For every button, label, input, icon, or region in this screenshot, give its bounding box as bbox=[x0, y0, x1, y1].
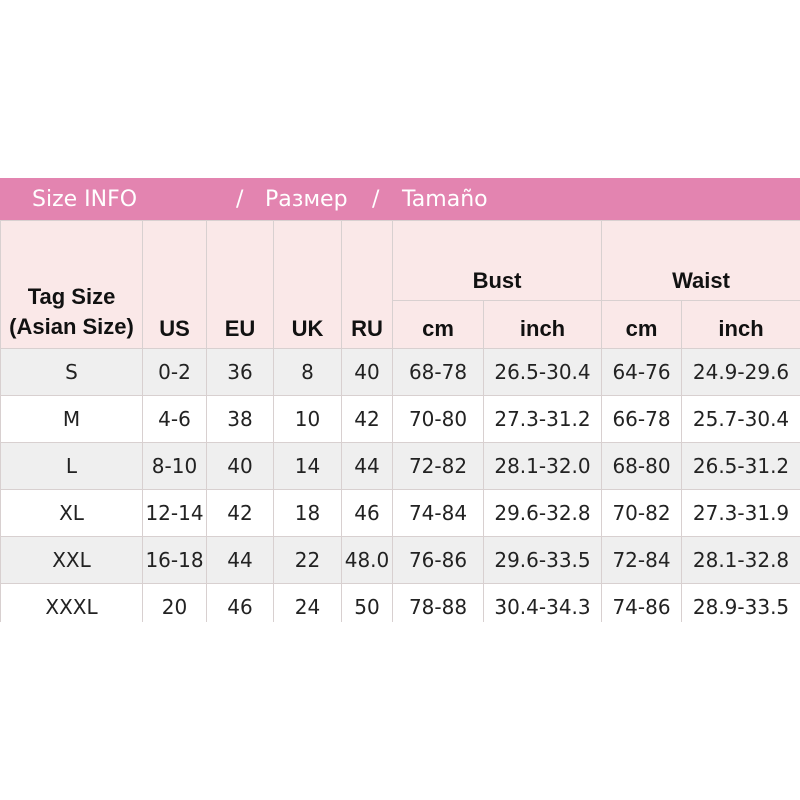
banner-title: Size INFO bbox=[32, 187, 138, 212]
cell-uk: 10 bbox=[273, 395, 342, 443]
table-row: XL 12-14 42 18 46 74-84 29.6-32.8 70-82 27.3-31.… bbox=[0, 489, 800, 537]
header-bust: Bust bbox=[391, 220, 603, 301]
cell-bust-cm: 70-80 bbox=[392, 395, 484, 443]
header-tag-size: Tag Size (Asian Size) bbox=[0, 220, 143, 349]
cell-waist-inch: 24.9-29.6 bbox=[681, 348, 800, 396]
cell-waist-cm: 68-80 bbox=[601, 442, 683, 490]
cell-eu: 40 bbox=[206, 442, 274, 490]
header-us: US bbox=[142, 220, 207, 349]
cell-eu: 42 bbox=[206, 489, 274, 537]
table-row: L 8-10 40 14 44 72-82 28.1-32.0 68-80 26.5-31.2 bbox=[0, 442, 800, 490]
cell-us: 8-10 bbox=[142, 442, 207, 490]
banner-title-spanish: Tamaño bbox=[402, 187, 488, 212]
title-banner: Size INFO / Размер / Tamaño bbox=[0, 178, 800, 220]
banner-separator: / bbox=[372, 187, 380, 212]
header-waist-cm: cm bbox=[601, 300, 683, 349]
cell-waist-cm: 72-84 bbox=[601, 536, 683, 584]
cell-us: 16-18 bbox=[142, 536, 207, 584]
cell-bust-inch: 29.6-32.8 bbox=[482, 489, 603, 537]
banner-separator: / bbox=[236, 187, 244, 212]
cell-ru: 42 bbox=[341, 395, 393, 443]
header-bust-inch: inch bbox=[482, 300, 603, 349]
size-table: Tag Size (Asian Size) US EU UK RU Bust W… bbox=[0, 220, 800, 631]
cell-bust-cm: 72-82 bbox=[392, 442, 484, 490]
header-waist: Waist bbox=[601, 220, 800, 301]
size-rows: S 0-2 36 8 40 68-78 26.5-30.4 64-76 24.9-29.6 M 4-… bbox=[0, 348, 800, 631]
cell-ru: 48.0 bbox=[341, 536, 393, 584]
header-eu: EU bbox=[206, 220, 274, 349]
header-uk: UK bbox=[273, 220, 342, 349]
cell-uk: 22 bbox=[273, 536, 342, 584]
cell-us: 4-6 bbox=[142, 395, 207, 443]
cell-eu: 38 bbox=[206, 395, 274, 443]
cell-waist-inch: 28.1-32.8 bbox=[681, 536, 800, 584]
cell-tag-size: XL bbox=[0, 489, 143, 537]
cell-waist-cm: 64-76 bbox=[601, 348, 683, 396]
cell-bust-inch: 29.6-33.5 bbox=[482, 536, 603, 584]
cell-waist-cm: 70-82 bbox=[601, 489, 683, 537]
cell-tag-size: L bbox=[0, 442, 143, 490]
cell-ru: 46 bbox=[341, 489, 393, 537]
cell-us: 12-14 bbox=[142, 489, 207, 537]
cell-us: 0-2 bbox=[142, 348, 207, 396]
cell-uk: 14 bbox=[273, 442, 342, 490]
cell-bust-inch: 28.1-32.0 bbox=[482, 442, 603, 490]
cell-waist-inch: 25.7-30.4 bbox=[681, 395, 800, 443]
cell-uk: 8 bbox=[273, 348, 342, 396]
cell-eu: 44 bbox=[206, 536, 274, 584]
cell-ru: 44 bbox=[341, 442, 393, 490]
banner-title-russian: Размер bbox=[265, 187, 348, 212]
table-row: XXL 16-18 44 22 48.0 76-86 29.6-33.5 72-84 28.1-… bbox=[0, 536, 800, 584]
cell-tag-size: M bbox=[0, 395, 143, 443]
cell-bust-cm: 76-86 bbox=[392, 536, 484, 584]
cell-bust-cm: 74-84 bbox=[392, 489, 484, 537]
cell-tag-size: XXL bbox=[0, 536, 143, 584]
cell-waist-cm: 66-78 bbox=[601, 395, 683, 443]
cell-ru: 40 bbox=[341, 348, 393, 396]
header-waist-inch: inch bbox=[681, 300, 800, 349]
cell-bust-inch: 26.5-30.4 bbox=[482, 348, 603, 396]
table-row: M 4-6 38 10 42 70-80 27.3-31.2 66-78 25.7-30.4 bbox=[0, 395, 800, 443]
header-ru: RU bbox=[341, 220, 393, 349]
header-bust-cm: cm bbox=[392, 300, 484, 349]
table-row: S 0-2 36 8 40 68-78 26.5-30.4 64-76 24.9-29.6 bbox=[0, 348, 800, 396]
blank-area bbox=[0, 622, 800, 800]
cell-waist-inch: 26.5-31.2 bbox=[681, 442, 800, 490]
cell-bust-inch: 27.3-31.2 bbox=[482, 395, 603, 443]
cell-waist-inch: 27.3-31.9 bbox=[681, 489, 800, 537]
cell-uk: 18 bbox=[273, 489, 342, 537]
cell-eu: 36 bbox=[206, 348, 274, 396]
cell-tag-size: S bbox=[0, 348, 143, 396]
cell-bust-cm: 68-78 bbox=[392, 348, 484, 396]
